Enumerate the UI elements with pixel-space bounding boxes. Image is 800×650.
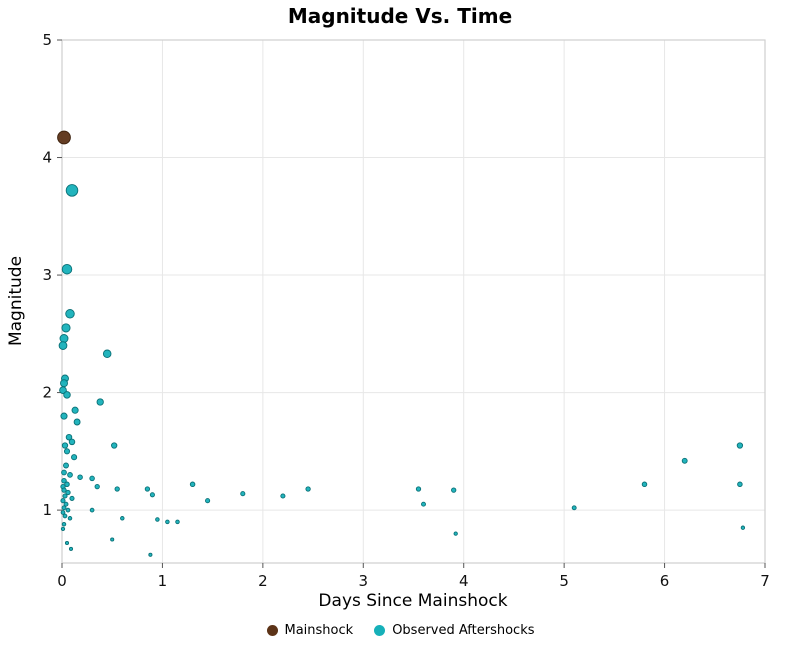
- aftershock-point: [641, 481, 648, 488]
- aftershock-point: [89, 507, 95, 513]
- aftershock-point: [96, 398, 104, 406]
- x-tick-label: 1: [158, 572, 168, 590]
- aftershock-point: [61, 505, 67, 511]
- aftershock-point: [94, 483, 100, 490]
- aftershock-point: [280, 493, 286, 499]
- aftershock-point: [102, 349, 112, 359]
- aftershock-point: [68, 546, 74, 551]
- x-tick-label: 0: [57, 572, 67, 590]
- mainshock-legend-dot-icon: [266, 625, 278, 636]
- aftershock-point: [65, 184, 79, 197]
- aftershock-point: [71, 454, 78, 461]
- y-tick-label: 5: [42, 31, 52, 49]
- aftershock-point: [149, 492, 155, 498]
- aftershock-point: [110, 537, 115, 542]
- aftershock-point: [736, 442, 744, 449]
- legend: Mainshock Observed Aftershocks: [0, 623, 800, 638]
- aftershock-point: [740, 525, 746, 530]
- aftershock-point: [67, 516, 73, 521]
- aftershock-point: [453, 531, 458, 536]
- aftershock-point: [148, 552, 153, 557]
- aftershock-point: [240, 491, 246, 497]
- aftershock-point: [67, 472, 73, 478]
- aftershock-point: [62, 493, 68, 499]
- aftershock-point: [77, 474, 83, 480]
- aftershock-point: [68, 438, 76, 446]
- aftershock-point: [571, 505, 577, 511]
- plot-border: [61, 39, 766, 564]
- aftershock-point: [451, 487, 457, 493]
- x-tick-label: 7: [760, 572, 770, 590]
- x-tick-label: 4: [459, 572, 469, 590]
- x-tick-label: 5: [559, 572, 569, 590]
- aftershock-point: [69, 495, 75, 501]
- aftershock-point: [61, 469, 67, 476]
- aftershock-point: [58, 341, 68, 350]
- legend-item-mainshock: Mainshock: [266, 623, 354, 638]
- aftershock-point: [65, 433, 73, 441]
- aftershock-point: [63, 462, 69, 469]
- aftershock-point: [415, 486, 422, 492]
- aftershock-point: [89, 475, 95, 482]
- legend-label-aftershocks: Observed Aftershocks: [392, 623, 535, 638]
- aftershock-point: [114, 486, 120, 492]
- chart-title: Magnitude Vs. Time: [287, 4, 513, 28]
- aftershock-point: [60, 526, 66, 532]
- legend-label-mainshock: Mainshock: [284, 623, 354, 638]
- aftershock-point: [111, 442, 118, 449]
- aftershock-point: [61, 487, 67, 493]
- aftershock-point: [60, 498, 66, 504]
- aftershock-point: [59, 334, 69, 343]
- aftershock-point: [60, 379, 68, 388]
- y-tick-label: 2: [42, 384, 52, 402]
- y-tick-label: 3: [42, 266, 52, 284]
- aftershock-point: [59, 386, 67, 395]
- y-tick-label: 1: [42, 501, 52, 519]
- x-tick-label: 6: [660, 572, 670, 590]
- x-tick-label: 2: [258, 572, 268, 590]
- aftershock-point: [737, 481, 743, 488]
- aftershock-point: [144, 486, 151, 492]
- y-axis-label: Magnitude: [6, 255, 26, 347]
- aftershock-point: [61, 323, 71, 333]
- aftershock-point: [64, 540, 70, 546]
- mainshock-point: [57, 130, 71, 145]
- aftershock-point: [205, 498, 211, 504]
- aftershock-point: [63, 448, 71, 455]
- aftershock-point: [421, 501, 426, 507]
- aftershock-point: [65, 309, 75, 319]
- aftershock-point: [165, 519, 170, 525]
- aftershock-point: [305, 486, 311, 492]
- x-axis-label: Days Since Mainshock: [318, 591, 508, 611]
- aftershock-point: [65, 507, 71, 513]
- aftershock-point: [61, 521, 67, 527]
- y-tick-label: 4: [42, 149, 52, 167]
- aftershock-point: [63, 391, 71, 399]
- aftershock-point: [61, 263, 73, 275]
- aftershock-point: [189, 481, 196, 488]
- aftershock-point: [65, 489, 71, 496]
- aftershock-point: [60, 510, 66, 515]
- legend-item-aftershocks: Observed Aftershocks: [373, 623, 535, 638]
- aftershock-point: [71, 406, 79, 414]
- aftershock-point: [73, 418, 81, 426]
- aftershock-point: [155, 517, 160, 522]
- aftershock-point: [61, 442, 69, 449]
- aftershock-point: [62, 513, 68, 519]
- x-tick-label: 3: [359, 572, 369, 590]
- aftershock-point: [64, 481, 70, 488]
- aftershock-point: [120, 516, 125, 521]
- aftershock-point: [681, 457, 688, 464]
- aftershock-point: [61, 477, 67, 484]
- aftershocks-legend-dot-icon: [374, 625, 386, 636]
- aftershock-point: [175, 519, 180, 525]
- aftershock-point: [63, 501, 69, 507]
- aftershock-point: [60, 412, 68, 420]
